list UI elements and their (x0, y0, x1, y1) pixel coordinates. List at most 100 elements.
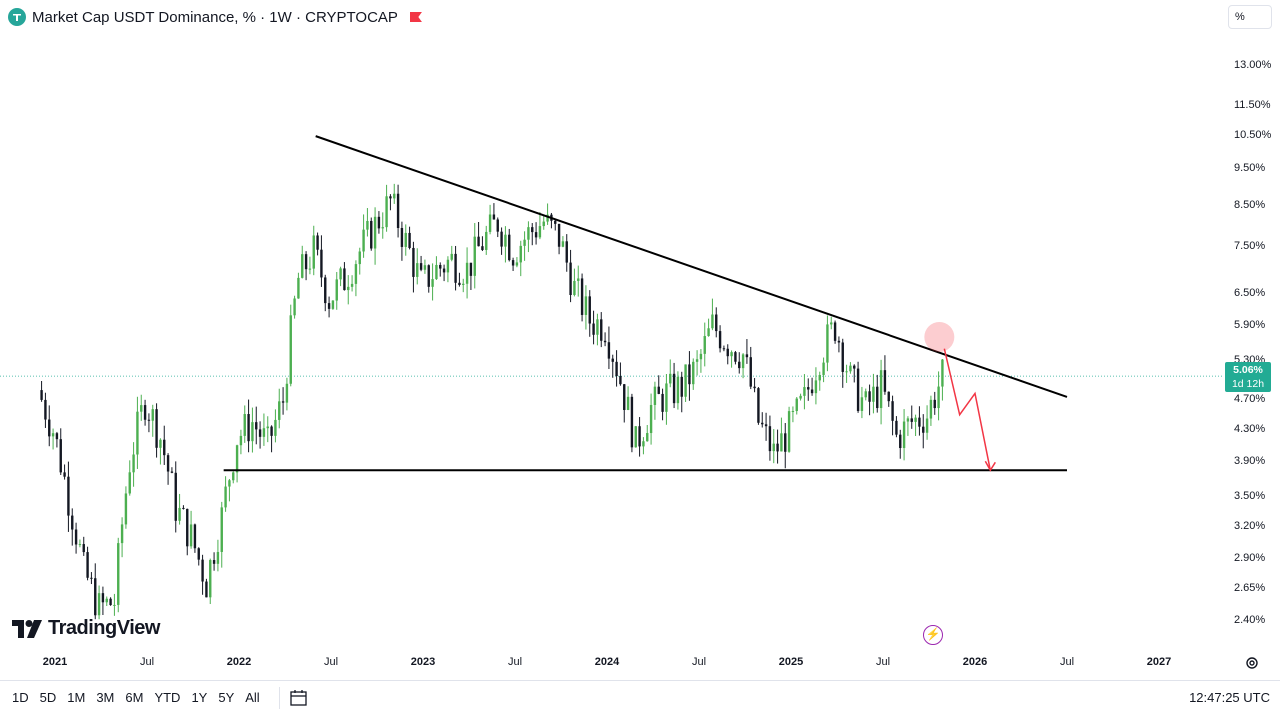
candle-body (557, 223, 561, 247)
candle-body (611, 358, 614, 362)
candle-body (67, 476, 70, 516)
candle-body (534, 232, 538, 238)
candle-body (856, 368, 860, 411)
candle-body (615, 361, 618, 377)
candle-body (442, 268, 446, 273)
last-price-value: 5.06% (1233, 364, 1263, 376)
candle-body (715, 314, 718, 332)
toolbar-divider (279, 687, 280, 709)
trendline-descending-resistance (315, 135, 1068, 398)
calendar-icon[interactable] (290, 689, 308, 706)
candle-body (224, 486, 227, 508)
range-button-1d[interactable]: 1D (12, 690, 29, 705)
candle-body (163, 439, 166, 456)
touch-marker (924, 321, 955, 352)
candle-body (565, 241, 568, 263)
candle-body (48, 419, 51, 437)
candle-body (120, 524, 124, 544)
range-button-all[interactable]: All (245, 690, 260, 705)
candle-body (941, 359, 944, 387)
candle-body (266, 426, 269, 429)
candle-body (446, 259, 450, 273)
candle-body (795, 398, 798, 412)
candle-body (918, 417, 921, 427)
y-tick-label: 2.65% (1234, 581, 1266, 594)
candle-body (324, 277, 327, 304)
range-button-6m[interactable]: 6M (125, 690, 144, 705)
candle-body (258, 429, 262, 437)
y-tick-label: 3.20% (1234, 519, 1266, 532)
bar-countdown: 1d 12h (1231, 378, 1265, 390)
range-button-1y[interactable]: 1Y (191, 690, 208, 705)
candle-body (488, 214, 492, 232)
candle-body (523, 239, 526, 246)
candle-body (603, 340, 607, 343)
y-tick-label: 4.30% (1234, 422, 1266, 435)
range-button-1m[interactable]: 1M (67, 690, 86, 705)
candle-body (289, 315, 292, 384)
candle-body (626, 396, 630, 410)
x-tick-label: Jul (875, 656, 891, 668)
candle-body (239, 435, 243, 446)
candle-body (350, 283, 354, 287)
lightning-icon[interactable]: ⚡ (923, 625, 943, 645)
candle-body (316, 235, 319, 250)
candle-body (327, 303, 331, 309)
candle-body (895, 420, 898, 435)
candle-body (262, 428, 266, 437)
candle-body (186, 508, 189, 547)
range-button-5y[interactable]: 5Y (218, 690, 235, 705)
candle-body (454, 253, 457, 283)
candle-body (297, 277, 300, 299)
candle-body (335, 279, 338, 301)
range-button-3m[interactable]: 3M (96, 690, 115, 705)
candle-body (193, 524, 197, 549)
x-tick-label: 2025 (778, 656, 804, 668)
candle-body (688, 364, 691, 385)
candle-body (201, 559, 204, 582)
candle-body (646, 433, 649, 442)
candle-body (814, 380, 818, 394)
scale-button[interactable]: % (1228, 5, 1272, 29)
range-button-ytd[interactable]: YTD (154, 690, 181, 705)
candle-body (584, 296, 588, 315)
candle-body (166, 455, 170, 472)
candle-body (347, 286, 350, 291)
candle-body (876, 386, 879, 409)
candle-body (573, 280, 576, 296)
candle-body (822, 362, 825, 375)
candle-body (538, 226, 542, 238)
candle-body (914, 417, 917, 422)
candle-body (902, 421, 906, 449)
flag-icon[interactable] (409, 12, 422, 22)
candle-body (101, 593, 105, 603)
x-tick-label: 2021 (42, 656, 68, 668)
y-tick-label: 13.00% (1234, 58, 1272, 71)
candle-body (412, 247, 415, 277)
candle-body (385, 196, 388, 228)
y-tick-label: 3.90% (1234, 454, 1266, 467)
candle-body (653, 386, 657, 405)
candle-body (619, 376, 622, 385)
gear-icon[interactable] (1245, 656, 1259, 670)
projection-arrow (943, 348, 992, 471)
candle-body (358, 251, 361, 265)
candle-body (270, 426, 273, 436)
tradingview-logo[interactable]: TradingView (12, 617, 160, 640)
candle-body (389, 196, 392, 199)
candle-body (109, 598, 112, 606)
symbol-title[interactable]: Market Cap USDT Dominance, % · 1W · CRYP… (32, 8, 398, 26)
candle-body (879, 370, 883, 409)
candle-body (462, 283, 465, 285)
candle-body (807, 387, 810, 390)
candle-body (189, 524, 193, 547)
candle-body (577, 278, 580, 281)
candle-body (90, 577, 93, 579)
candle-body (634, 426, 637, 448)
candle-body (59, 439, 62, 473)
utc-clock[interactable]: 12:47:25 UTC (1189, 690, 1270, 705)
candle-body (803, 387, 806, 396)
x-tick-label: Jul (691, 656, 707, 668)
range-button-5d[interactable]: 5D (39, 690, 57, 705)
